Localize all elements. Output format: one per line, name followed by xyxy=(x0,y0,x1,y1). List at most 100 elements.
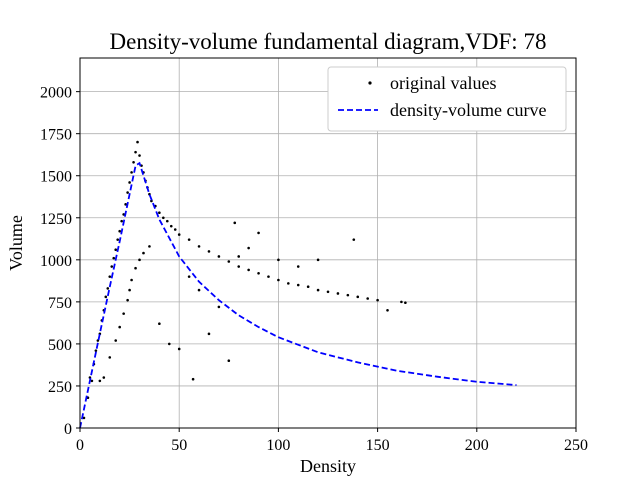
scatter-point xyxy=(108,356,112,359)
scatter-point xyxy=(187,238,191,241)
scatter-point xyxy=(227,260,231,263)
scatter-point xyxy=(366,297,369,300)
scatter-point xyxy=(122,312,125,315)
scatter-point xyxy=(134,266,137,270)
scatter-point xyxy=(316,258,320,262)
scatter-point xyxy=(118,229,121,233)
legend-marker-original-values xyxy=(368,81,372,85)
scatter-point xyxy=(158,322,161,326)
y-tick-label: 1750 xyxy=(40,127,72,144)
scatter-point xyxy=(352,238,356,241)
x-tick-label: 50 xyxy=(171,437,187,454)
scatter-point xyxy=(197,245,201,248)
scatter-point xyxy=(106,287,110,290)
legend-label-density-volume-curve: density-volume curve xyxy=(390,100,546,120)
y-tick-label: 0 xyxy=(64,421,72,438)
x-tick-label: 250 xyxy=(564,437,588,454)
scatter-point xyxy=(247,268,250,272)
scatter-point xyxy=(128,288,131,292)
scatter-point xyxy=(82,416,86,420)
scatter-point xyxy=(130,171,133,174)
legend: original values density-volume curve xyxy=(327,66,567,132)
scatter-point xyxy=(247,246,250,250)
legend-box xyxy=(327,66,567,132)
scatter-point xyxy=(191,377,195,381)
scatter-point xyxy=(400,300,403,304)
scatter-point xyxy=(207,332,211,336)
scatter-point xyxy=(197,288,201,292)
scatter-point xyxy=(102,376,106,379)
scatter-point xyxy=(169,224,173,228)
scatter-point xyxy=(104,295,108,299)
scatter-point xyxy=(142,251,145,255)
scatter-point xyxy=(376,298,379,302)
scatter-point xyxy=(165,219,169,223)
scatter-point xyxy=(316,288,320,292)
y-tick-label: 250 xyxy=(48,379,72,396)
scatter-point xyxy=(177,347,181,351)
scatter-point xyxy=(296,283,300,287)
y-tick-label: 1250 xyxy=(40,211,72,228)
scatter-point xyxy=(346,293,350,297)
scatter-point xyxy=(173,228,177,231)
chart-title: Density-volume fundamental diagram,VDF: … xyxy=(110,29,547,54)
y-tick-label: 2000 xyxy=(40,85,72,102)
scatter-point xyxy=(116,238,119,241)
x-axis-label: Density xyxy=(300,456,356,476)
y-tick-label: 500 xyxy=(48,337,72,354)
y-axis-label: Volume xyxy=(6,215,26,271)
scatter-point xyxy=(138,258,141,262)
scatter-point xyxy=(237,265,241,268)
scatter-point xyxy=(126,298,129,302)
scatter-point xyxy=(134,150,137,154)
scatter-point xyxy=(267,275,270,278)
scatter-point xyxy=(326,290,330,294)
scatter-point xyxy=(98,379,102,383)
scatter-point xyxy=(114,248,118,252)
scatter-point xyxy=(207,250,211,253)
legend-label-original-values: original values xyxy=(390,73,496,93)
scatter-point xyxy=(237,255,241,258)
scatter-point xyxy=(227,359,231,363)
scatter-point xyxy=(132,160,135,164)
scatter-point xyxy=(177,233,181,236)
scatter-point xyxy=(233,221,237,225)
scatter-point xyxy=(112,256,116,260)
scatter-point xyxy=(277,258,280,262)
x-tick-label: 150 xyxy=(366,437,390,454)
scatter-point xyxy=(187,275,191,278)
scatter-point xyxy=(386,308,389,312)
scatter-point xyxy=(257,271,260,275)
plot-frame xyxy=(79,57,577,429)
scatter-point xyxy=(118,325,121,329)
scatter-point xyxy=(148,245,151,248)
scatter-point xyxy=(120,219,123,223)
y-tick-label: 1000 xyxy=(40,253,72,270)
scatter-point xyxy=(110,265,114,268)
scatter-point xyxy=(356,295,360,299)
scatter-point xyxy=(336,292,340,295)
scatter-point xyxy=(257,231,260,235)
scatter-point xyxy=(167,342,171,346)
x-tick-label: 100 xyxy=(266,437,290,454)
scatter-point xyxy=(287,282,290,285)
y-tick-label: 1500 xyxy=(40,169,72,186)
scatter-point xyxy=(162,216,165,220)
scatter-point xyxy=(296,265,300,268)
x-tick-label: 0 xyxy=(76,437,84,454)
scatter-point xyxy=(126,191,129,194)
scatter-point xyxy=(114,339,118,342)
scatter-point xyxy=(306,285,310,289)
scatter-point xyxy=(217,255,221,258)
scatter-point xyxy=(130,278,133,282)
scatter-point xyxy=(90,379,94,383)
scatter-point xyxy=(94,349,98,352)
scatter-point xyxy=(158,211,161,215)
x-tick-label: 200 xyxy=(465,437,489,454)
scatter-point xyxy=(136,140,139,144)
scatter-point xyxy=(277,278,280,282)
scatter-point xyxy=(404,301,407,305)
scatter-point xyxy=(108,275,112,278)
scatter-point xyxy=(124,203,127,206)
